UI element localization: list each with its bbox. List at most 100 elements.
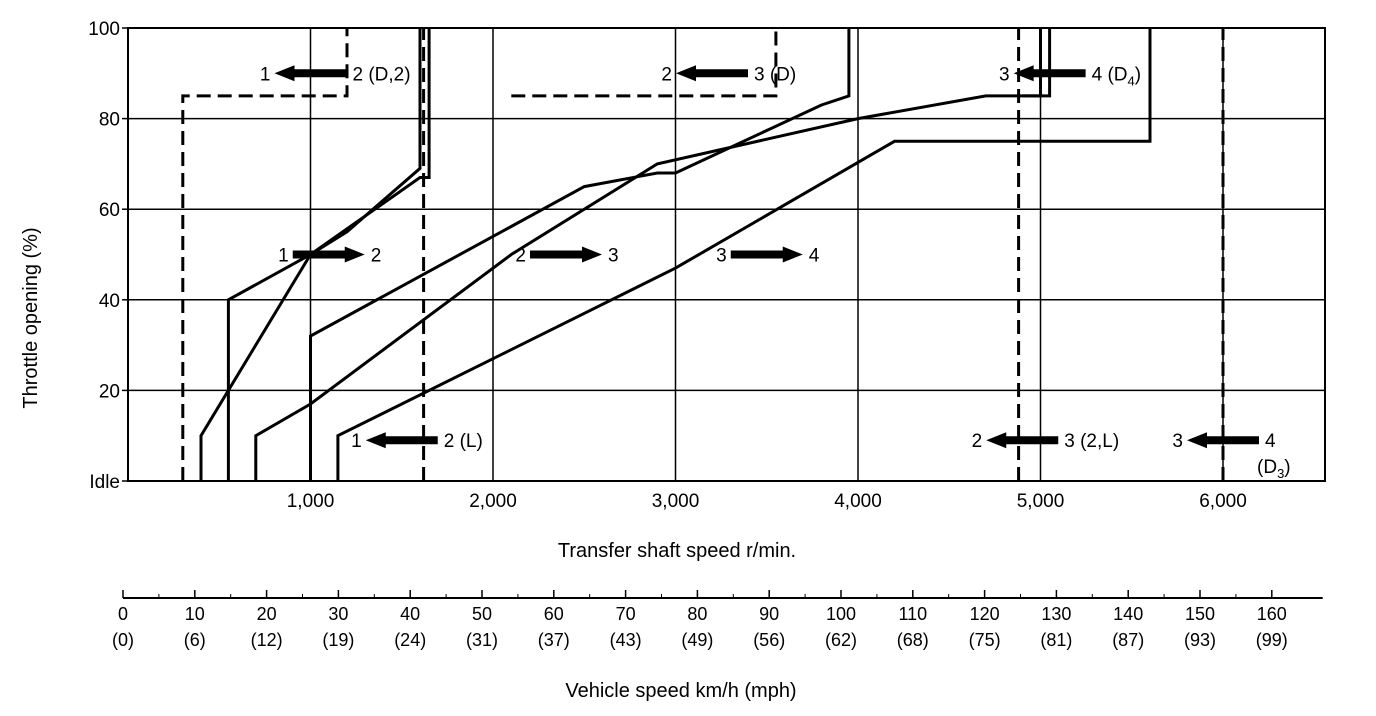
annotation-from: 3 [1172,431,1183,452]
annotation-from: 2 [972,431,983,452]
annotation-from: 1 [278,246,289,267]
secondary-tick-kmh: 30 [328,604,348,624]
series-line [511,28,778,98]
axes: 1,000 2,000 3,000 4,000 5,000 6,000 Idle 20 40 60… [88,19,1326,512]
secondary-tick-mph: (93) [1184,630,1216,650]
series-line [1022,28,1052,98]
annotation-to: 2 (L) [444,431,483,452]
annotation-from: 3 [716,246,727,267]
shift-annotation: 2 3 (2,L) [972,431,1120,452]
secondary-tick-kmh: 90 [759,604,779,624]
series-line [181,28,349,481]
annotation-from: 1 [260,64,271,85]
secondary-tick-kmh: 40 [400,604,420,624]
y-tick-label: 60 [99,200,120,221]
x-tick-label: 2,000 [469,491,517,512]
secondary-tick-kmh: 100 [826,604,856,624]
y-axis-title: Throttle opening (%) [20,227,42,408]
annotation-from: 3 [999,64,1010,85]
secondary-tick-kmh: 60 [544,604,564,624]
secondary-tick-kmh: 140 [1113,604,1143,624]
y-tick-label: Idle [89,472,120,493]
annotation-to: 4 (D4) [1092,64,1141,88]
shift-annotation: 3 4 (D4) [999,64,1141,88]
annotation-close: ) [1135,64,1141,85]
annotation-to: 3 (2,L) [1064,431,1119,452]
secondary-tick-mph: (75) [969,630,1001,650]
shift-annotation: 1 2 (D,2) [260,64,411,85]
secondary-tick-kmh: 110 [898,604,927,624]
secondary-tick-mph: (19) [322,630,354,650]
annotation-from: 2 [661,64,672,85]
series-line [254,28,1042,481]
shift-arrow [530,246,602,263]
secondary-tick-mph: (6) [184,630,206,650]
secondary-tick-mph: (81) [1040,630,1072,650]
d3-close: ) [1284,457,1290,478]
annotation-to: 3 (D) [754,64,796,85]
annotation-to: 2 (D,2) [353,64,411,85]
secondary-tick-mph: (43) [610,630,642,650]
secondary-tick-kmh: 50 [472,604,492,624]
secondary-tick-mph: (24) [394,630,426,650]
shift-arrow [1013,65,1086,82]
d3-label: (D3) [1257,457,1291,481]
secondary-tick-kmh: 120 [970,604,1000,624]
y-tick-label: 40 [99,291,120,312]
secondary-tick-kmh: 70 [616,604,636,624]
x-tick-label: 3,000 [652,491,700,512]
series-line [199,28,422,481]
secondary-tick-mph: (87) [1112,630,1144,650]
secondary-tick-kmh: 0 [118,604,128,624]
shift-arrow [274,65,347,82]
annotation-subscript: 4 [1128,73,1135,88]
x-tick-label: 1,000 [287,491,335,512]
shift-annotation: 2 3 (D) [661,64,796,85]
shift-arrow [986,432,1059,449]
secondary-tick-kmh: 20 [257,604,277,624]
series-line [336,28,1152,481]
secondary-tick-kmh: 160 [1257,604,1287,624]
shift-annotation: 1 2 (L) [351,431,483,452]
vehicle-speed-axis: 0 (0) 10 (6) 20 (12) 30 (19) 40 (24) 50 (31) 60 (37) 7… [112,590,1323,650]
secondary-tick-mph: (0) [112,630,134,650]
secondary-tick-mph: (68) [897,630,929,650]
annotation-from: 1 [351,431,362,452]
secondary-tick-mph: (37) [538,630,570,650]
series-lines [181,28,1225,481]
secondary-tick-mph: (31) [466,630,498,650]
shift-arrow [365,432,438,449]
x-axis-title: Transfer shaft speed r/min. [558,540,796,562]
shift-arrow [292,246,365,263]
d3-sub: 3 [1277,466,1284,481]
secondary-tick-mph: (49) [681,630,713,650]
secondary-tick-kmh: 10 [185,604,205,624]
secondary-axis-title: Vehicle speed km/h (mph) [565,680,796,702]
secondary-tick-mph: (12) [251,630,283,650]
y-tick-label: 100 [88,19,120,40]
secondary-tick-kmh: 130 [1041,604,1071,624]
secondary-tick-mph: (99) [1256,630,1288,650]
x-tick-label: 5,000 [1017,491,1065,512]
shift-arrow [730,246,803,263]
annotation-from: 2 [515,246,526,267]
x-tick-label: 4,000 [834,491,882,512]
annotation-to: 4 [1265,431,1276,452]
y-tick-label: 20 [99,381,120,402]
secondary-tick-kmh: 80 [687,604,707,624]
annotation-to: 3 [608,246,619,267]
x-tick-label: 6,000 [1199,491,1247,512]
secondary-tick-mph: (56) [753,630,785,650]
shift-arrow [676,65,748,82]
y-tick-label: 80 [99,110,120,131]
annotation-to: 2 [371,246,382,267]
d3-open: (D [1257,457,1277,478]
annotation-to: 4 [809,246,820,267]
secondary-tick-mph: (62) [825,630,857,650]
